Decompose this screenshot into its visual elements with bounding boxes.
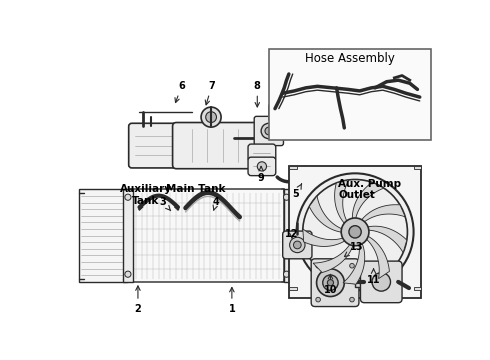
Polygon shape: [367, 226, 407, 253]
FancyBboxPatch shape: [283, 231, 312, 259]
Text: 9: 9: [258, 167, 265, 183]
Polygon shape: [343, 242, 365, 284]
Polygon shape: [313, 243, 353, 273]
Text: 11: 11: [367, 269, 380, 285]
Circle shape: [301, 166, 309, 174]
Circle shape: [201, 107, 221, 127]
Polygon shape: [335, 180, 349, 224]
Bar: [355, 278, 369, 287]
Bar: [122, 189, 133, 282]
FancyBboxPatch shape: [254, 116, 283, 145]
Polygon shape: [303, 229, 346, 247]
Circle shape: [206, 112, 217, 122]
Bar: [289, 166, 296, 169]
Bar: [414, 166, 421, 169]
Bar: [414, 287, 421, 291]
Text: 3: 3: [159, 197, 171, 211]
Text: 7: 7: [205, 81, 215, 105]
Text: 10: 10: [324, 274, 337, 294]
Circle shape: [265, 127, 273, 135]
Circle shape: [327, 280, 334, 286]
Circle shape: [257, 162, 267, 171]
Text: 8: 8: [254, 81, 261, 107]
FancyBboxPatch shape: [129, 123, 179, 168]
Text: Aux. Pump
Outlet: Aux. Pump Outlet: [338, 179, 401, 200]
Circle shape: [372, 273, 391, 291]
Circle shape: [284, 271, 290, 277]
Circle shape: [316, 297, 320, 302]
FancyBboxPatch shape: [311, 259, 359, 306]
Text: 12: 12: [285, 229, 299, 239]
Circle shape: [316, 264, 320, 268]
Circle shape: [125, 194, 131, 200]
FancyBboxPatch shape: [172, 122, 257, 169]
Circle shape: [296, 173, 414, 291]
Circle shape: [341, 218, 369, 246]
Text: Hose Assembly: Hose Assembly: [305, 52, 394, 65]
Polygon shape: [309, 196, 343, 233]
Bar: [284, 189, 295, 282]
Text: 6: 6: [175, 81, 185, 103]
Text: 13: 13: [344, 242, 364, 257]
Circle shape: [317, 269, 344, 297]
Bar: [79, 189, 127, 282]
Circle shape: [294, 241, 301, 249]
FancyBboxPatch shape: [361, 261, 402, 303]
Text: 1: 1: [228, 287, 235, 314]
Text: Main Tank: Main Tank: [166, 184, 225, 194]
Text: 5: 5: [293, 184, 302, 199]
Circle shape: [125, 271, 131, 277]
Text: 4: 4: [213, 197, 220, 210]
Circle shape: [350, 264, 354, 268]
Bar: [269, 49, 431, 140]
Text: Auxiliary
Tank: Auxiliary Tank: [120, 184, 172, 206]
Circle shape: [261, 123, 276, 139]
Circle shape: [350, 297, 354, 302]
Polygon shape: [366, 235, 390, 279]
Polygon shape: [352, 183, 384, 220]
Circle shape: [323, 275, 338, 291]
Text: 2: 2: [135, 286, 141, 314]
Circle shape: [290, 237, 305, 253]
Bar: [130, 189, 284, 282]
FancyBboxPatch shape: [248, 144, 276, 161]
Bar: [289, 166, 421, 298]
Polygon shape: [361, 205, 405, 223]
Circle shape: [284, 194, 290, 200]
FancyBboxPatch shape: [248, 157, 276, 176]
Circle shape: [349, 226, 361, 238]
Bar: [289, 287, 296, 291]
